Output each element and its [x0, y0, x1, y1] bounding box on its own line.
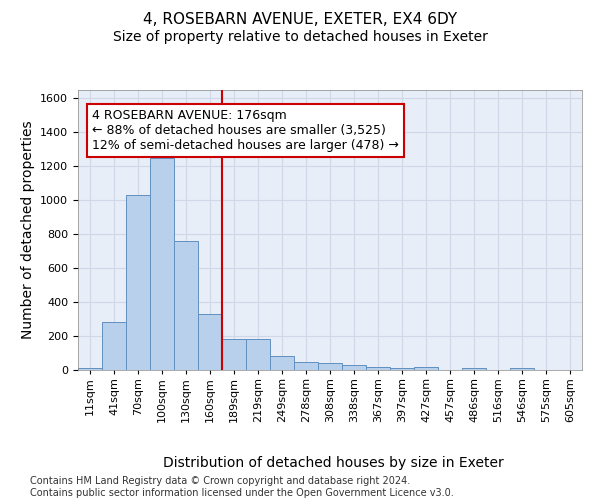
Bar: [414, 368, 438, 370]
Bar: [198, 314, 222, 370]
Bar: [366, 366, 390, 370]
Y-axis label: Number of detached properties: Number of detached properties: [20, 120, 35, 340]
Text: 4 ROSEBARN AVENUE: 176sqm
← 88% of detached houses are smaller (3,525)
12% of se: 4 ROSEBARN AVENUE: 176sqm ← 88% of detac…: [92, 108, 399, 152]
Bar: [246, 340, 270, 370]
Bar: [318, 363, 342, 370]
Bar: [390, 368, 414, 370]
Text: Contains HM Land Registry data © Crown copyright and database right 2024.
Contai: Contains HM Land Registry data © Crown c…: [30, 476, 454, 498]
Bar: [294, 362, 318, 370]
Bar: [174, 241, 198, 370]
Text: Size of property relative to detached houses in Exeter: Size of property relative to detached ho…: [113, 30, 487, 44]
Bar: [126, 195, 150, 370]
Text: Distribution of detached houses by size in Exeter: Distribution of detached houses by size …: [163, 456, 503, 469]
Text: 4, ROSEBARN AVENUE, EXETER, EX4 6DY: 4, ROSEBARN AVENUE, EXETER, EX4 6DY: [143, 12, 457, 28]
Bar: [78, 368, 102, 370]
Bar: [462, 368, 486, 370]
Bar: [510, 368, 534, 370]
Bar: [102, 322, 126, 370]
Bar: [150, 158, 174, 370]
Bar: [342, 365, 366, 370]
Bar: [222, 340, 246, 370]
Bar: [270, 356, 294, 370]
